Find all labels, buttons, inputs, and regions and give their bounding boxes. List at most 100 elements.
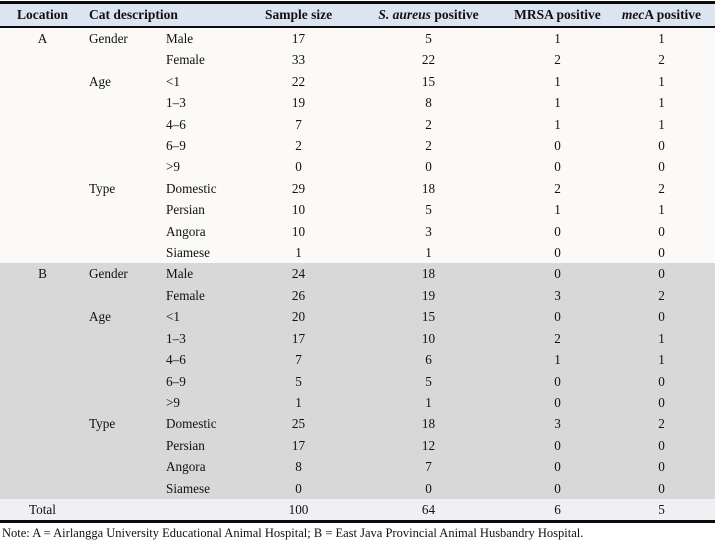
value-cell: 0 bbox=[658, 480, 665, 496]
table-header-row: Location Cat description Sample size S. … bbox=[0, 2, 715, 28]
table-row: Siamese 0 0 0 0 bbox=[0, 477, 715, 499]
group-cell bbox=[85, 478, 162, 499]
value-cell: 1 bbox=[554, 116, 561, 132]
location-cell bbox=[0, 371, 85, 392]
table-row: 4–6 7 2 1 1 bbox=[0, 113, 715, 136]
table-row: 6–9 5 5 0 0 bbox=[0, 370, 715, 392]
value-cell: 18 bbox=[421, 180, 436, 196]
group-cell bbox=[85, 435, 162, 456]
label-cell: Angora bbox=[166, 223, 206, 239]
value-cell: 1 bbox=[658, 95, 665, 111]
label-cell: >9 bbox=[166, 394, 181, 410]
total-row: Total 100 64 6 5 bbox=[0, 498, 715, 522]
total-value-cell: 100 bbox=[288, 501, 309, 517]
value-cell: 0 bbox=[554, 394, 561, 410]
value-cell: 2 bbox=[425, 116, 432, 132]
group-cell: Type bbox=[89, 180, 116, 196]
value-cell: 1 bbox=[295, 245, 302, 261]
value-cell: 10 bbox=[291, 202, 306, 218]
value-cell: 2 bbox=[658, 52, 665, 68]
value-cell: 0 bbox=[658, 223, 665, 239]
location-cell: A bbox=[37, 31, 48, 46]
value-cell: 3 bbox=[554, 287, 561, 303]
group-cell bbox=[85, 156, 162, 177]
value-cell: 26 bbox=[291, 287, 306, 303]
value-cell: 17 bbox=[291, 330, 306, 346]
value-cell: 0 bbox=[658, 245, 665, 261]
location-cell bbox=[0, 178, 85, 199]
value-cell: 7 bbox=[295, 352, 302, 368]
group-cell bbox=[85, 349, 162, 370]
label-cell: <1 bbox=[166, 309, 181, 325]
value-cell: 2 bbox=[425, 138, 432, 154]
location-cell bbox=[0, 199, 85, 220]
label-cell: <1 bbox=[166, 73, 181, 89]
meca-rest-text: A positive bbox=[644, 7, 702, 22]
table-row: Female 33 22 2 2 bbox=[0, 49, 715, 71]
col-header-s-aureus-positive: S. aureus positive bbox=[350, 3, 507, 28]
value-cell: 0 bbox=[658, 309, 665, 325]
value-cell: 7 bbox=[295, 116, 302, 132]
value-cell: 1 bbox=[425, 394, 432, 410]
label-cell: Persian bbox=[166, 437, 205, 453]
value-cell: 1 bbox=[295, 394, 302, 410]
group-cell bbox=[85, 499, 162, 522]
value-cell: 0 bbox=[658, 373, 665, 389]
label-cell: 1–3 bbox=[166, 95, 186, 111]
col-header-sample-size: Sample size bbox=[264, 7, 333, 22]
value-cell: 10 bbox=[421, 330, 436, 346]
value-cell: 25 bbox=[291, 416, 306, 432]
label-cell: Persian bbox=[166, 202, 205, 218]
value-cell: 0 bbox=[658, 394, 665, 410]
value-cell: 6 bbox=[425, 352, 432, 368]
location-cell bbox=[0, 114, 85, 135]
table-row: Persian 17 12 0 0 bbox=[0, 434, 715, 457]
table-row: >9 1 1 0 0 bbox=[0, 391, 715, 414]
total-value-cell: 6 bbox=[554, 501, 561, 517]
value-cell: 0 bbox=[295, 159, 302, 175]
label-cell: 1–3 bbox=[166, 330, 186, 346]
s-aureus-italic-text: S. aureus bbox=[378, 7, 431, 22]
value-cell: 0 bbox=[425, 480, 432, 496]
value-cell: 0 bbox=[554, 266, 561, 282]
label-cell: Siamese bbox=[166, 480, 210, 496]
label-cell: Siamese bbox=[166, 245, 210, 261]
location-cell bbox=[0, 242, 85, 263]
value-cell: 0 bbox=[554, 159, 561, 175]
value-cell: 0 bbox=[658, 437, 665, 453]
location-cell bbox=[0, 306, 85, 327]
value-cell: 0 bbox=[554, 309, 561, 325]
col-header-mrsa-positive: MRSA positive bbox=[514, 7, 601, 22]
value-cell: 1 bbox=[554, 31, 561, 46]
meca-italic-text: mec bbox=[621, 7, 645, 22]
table-row: Female 26 19 3 2 bbox=[0, 284, 715, 307]
value-cell: 1 bbox=[658, 116, 665, 132]
value-cell: 17 bbox=[291, 31, 306, 46]
value-cell: 2 bbox=[295, 138, 302, 154]
col-header-cat-description: Cat description bbox=[89, 7, 178, 22]
group-cell bbox=[85, 114, 162, 135]
value-cell: 2 bbox=[554, 180, 561, 196]
value-cell: 15 bbox=[421, 73, 436, 89]
label-cell: Male bbox=[166, 266, 194, 282]
value-cell: 8 bbox=[295, 459, 302, 475]
group-cell bbox=[85, 328, 162, 349]
location-cell bbox=[0, 92, 85, 113]
value-cell: 1 bbox=[658, 31, 665, 46]
s-aureus-rest-text: positive bbox=[430, 7, 479, 22]
value-cell: 5 bbox=[425, 373, 432, 389]
value-cell: 0 bbox=[295, 480, 302, 496]
label-cell bbox=[162, 499, 247, 522]
value-cell: 0 bbox=[554, 480, 561, 496]
table-row: Age <1 22 15 1 1 bbox=[0, 70, 715, 93]
value-cell: 15 bbox=[421, 309, 436, 325]
location-cell bbox=[0, 435, 85, 456]
value-cell: 1 bbox=[554, 73, 561, 89]
location-cell bbox=[0, 135, 85, 156]
value-cell: 2 bbox=[658, 180, 665, 196]
group-cell bbox=[85, 135, 162, 156]
value-cell: 22 bbox=[421, 52, 436, 68]
value-cell: 3 bbox=[425, 223, 432, 239]
value-cell: 0 bbox=[658, 459, 665, 475]
location-cell bbox=[0, 71, 85, 92]
